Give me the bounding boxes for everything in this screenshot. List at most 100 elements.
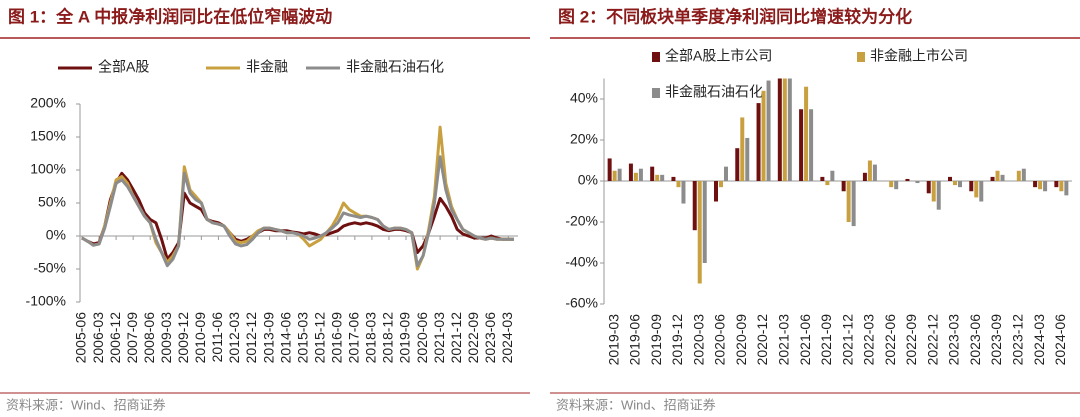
y-tick-label: 40% bbox=[570, 90, 598, 106]
bar bbox=[612, 170, 617, 181]
legend-label: 全部A股 bbox=[98, 59, 149, 75]
bar bbox=[714, 181, 718, 202]
x-tick-label: 2020-09 bbox=[733, 314, 749, 366]
x-tick-label: 2022-09 bbox=[465, 312, 481, 364]
x-tick-label: 2015-03 bbox=[294, 312, 310, 364]
bar bbox=[872, 164, 877, 181]
bar bbox=[841, 181, 846, 192]
x-tick-label: 2005-06 bbox=[73, 312, 89, 364]
y-tick-label: -60% bbox=[565, 295, 598, 311]
legend-swatch bbox=[857, 52, 865, 62]
x-tick-label: 2021-03 bbox=[776, 314, 792, 366]
x-tick-label: 2023-06 bbox=[967, 314, 983, 366]
bar bbox=[990, 176, 995, 181]
bar bbox=[820, 176, 825, 181]
y-tick-label: -100% bbox=[26, 293, 66, 309]
x-tick-label: 2024-06 bbox=[1052, 314, 1068, 366]
x-tick-label: 2015-12 bbox=[311, 312, 327, 364]
bar bbox=[735, 148, 740, 181]
bar bbox=[628, 163, 633, 181]
bar bbox=[1021, 168, 1026, 181]
bar bbox=[681, 181, 686, 204]
chart-title: 图 1：全 A 中报净利润同比在低位窄幅波动 bbox=[8, 6, 332, 26]
bar bbox=[804, 86, 809, 181]
bar bbox=[1064, 181, 1069, 196]
legend-label: 非金融上市公司 bbox=[870, 48, 968, 64]
bar bbox=[1033, 181, 1038, 188]
bar bbox=[676, 181, 681, 188]
bar bbox=[660, 174, 665, 181]
bar bbox=[926, 181, 931, 194]
x-tick-label: 2021-09 bbox=[818, 314, 834, 366]
legend-label: 非金融 bbox=[246, 59, 288, 75]
x-tick-label: 2017-06 bbox=[346, 312, 362, 364]
y-tick-label: -50% bbox=[33, 260, 66, 276]
y-tick-label: 0% bbox=[578, 172, 598, 188]
bar bbox=[948, 176, 952, 181]
x-tick-label: 2006-12 bbox=[107, 312, 123, 364]
bar bbox=[638, 168, 643, 181]
y-tick-label: 100% bbox=[30, 161, 66, 177]
bar bbox=[1038, 181, 1043, 190]
x-tick-label: 2022-03 bbox=[861, 314, 877, 366]
source-note: 资料来源：Wind、招商证券 bbox=[556, 397, 716, 412]
x-tick-label: 2019-09 bbox=[397, 312, 413, 364]
x-tick-label: 2012-12 bbox=[243, 312, 259, 364]
bar bbox=[697, 181, 702, 284]
x-tick-label: 2007-09 bbox=[124, 312, 140, 364]
y-tick-label: -20% bbox=[565, 213, 598, 229]
legend-label: 全部A股上市公司 bbox=[665, 48, 772, 64]
chart-title: 图 2：不同板块单季度净利润同比增速较为分化 bbox=[558, 6, 912, 26]
bar bbox=[782, 78, 787, 181]
bar bbox=[915, 181, 920, 184]
bar bbox=[745, 137, 750, 181]
series-line bbox=[81, 155, 514, 268]
bar bbox=[809, 109, 814, 181]
x-tick-label: 2023-06 bbox=[482, 312, 498, 364]
legend-swatch bbox=[652, 52, 660, 62]
bar bbox=[931, 181, 936, 202]
x-tick-label: 2022-09 bbox=[903, 314, 919, 366]
bar bbox=[1000, 174, 1005, 181]
bar bbox=[766, 80, 771, 181]
x-tick-label: 2021-03 bbox=[431, 312, 447, 364]
legend-swatch bbox=[652, 88, 660, 98]
bar bbox=[1043, 181, 1048, 192]
bar bbox=[787, 78, 792, 181]
x-tick-label: 2022-12 bbox=[924, 314, 940, 366]
bar bbox=[617, 168, 622, 181]
bar bbox=[777, 78, 782, 181]
bar bbox=[1054, 181, 1059, 188]
x-tick-label: 2016-09 bbox=[328, 312, 344, 364]
x-tick-label: 2008-06 bbox=[141, 312, 157, 364]
y-tick-label: 20% bbox=[570, 131, 598, 147]
x-tick-label: 2014-06 bbox=[277, 312, 293, 364]
x-tick-label: 2021-12 bbox=[839, 314, 855, 366]
x-tick-label: 2021-12 bbox=[448, 312, 464, 364]
bar bbox=[974, 181, 979, 198]
bar bbox=[825, 181, 830, 186]
bar bbox=[724, 166, 728, 181]
bar bbox=[633, 172, 638, 181]
x-tick-label: 2018-12 bbox=[380, 312, 396, 364]
bar bbox=[953, 181, 957, 186]
x-tick-label: 2006-03 bbox=[90, 312, 106, 364]
bar bbox=[889, 181, 894, 188]
bar bbox=[1059, 181, 1064, 192]
y-tick-label: 50% bbox=[38, 194, 66, 210]
bar bbox=[995, 170, 1000, 181]
legend-label: 非金融石油石化 bbox=[665, 84, 763, 100]
bar bbox=[740, 117, 745, 181]
bar bbox=[692, 181, 697, 231]
bar bbox=[607, 158, 612, 181]
bar bbox=[761, 90, 766, 181]
x-tick-label: 2019-09 bbox=[648, 314, 664, 366]
bar bbox=[867, 160, 872, 181]
x-tick-label: 2009-03 bbox=[158, 312, 174, 364]
y-tick-label: -40% bbox=[565, 254, 598, 270]
x-tick-label: 2024-03 bbox=[1031, 314, 1047, 366]
bar bbox=[862, 172, 867, 181]
legend-label: 非金融石油石化 bbox=[346, 59, 444, 75]
